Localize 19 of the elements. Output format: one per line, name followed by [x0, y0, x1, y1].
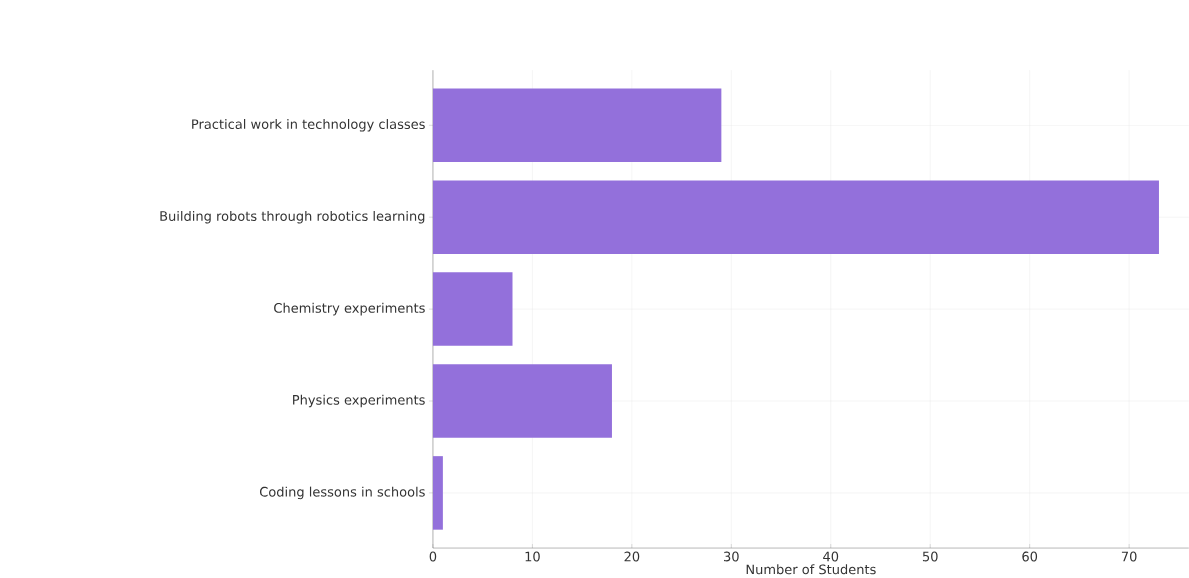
- x-tick-label: 70: [1121, 551, 1137, 562]
- x-tick-label: 50: [922, 551, 938, 562]
- x-tick-label: 20: [624, 551, 640, 562]
- bar: [432, 272, 513, 347]
- bar: [432, 364, 612, 438]
- bar: [432, 88, 722, 163]
- x-tick-label: 10: [525, 551, 540, 562]
- x-tick-label: 30: [724, 551, 739, 562]
- bar: [432, 456, 443, 530]
- bar: [432, 180, 1159, 255]
- y-tick-label: Physics experiments: [293, 394, 425, 408]
- x-tick-label: 40: [823, 551, 839, 562]
- y-tick-label: Chemistry experiments: [274, 303, 425, 316]
- y-tick-label: Building robots through robotics learning: [160, 211, 425, 224]
- y-tick-label: Coding lessons in schools: [259, 486, 425, 500]
- y-tick-label: Practical work in technology classes: [192, 119, 425, 132]
- x-tick-label: 60: [1022, 551, 1038, 562]
- x-axis-title: Number of Students: [746, 564, 876, 575]
- x-tick-label: 0: [429, 551, 437, 562]
